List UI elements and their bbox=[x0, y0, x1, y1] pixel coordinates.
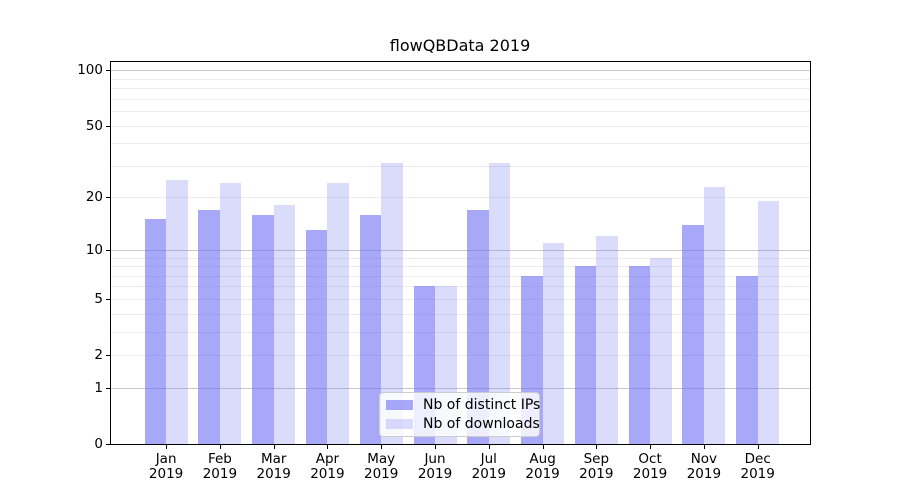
y-tick-label-0: 0 bbox=[94, 436, 103, 452]
y-tick-mark-10 bbox=[106, 249, 110, 251]
bar-jan-downloads bbox=[166, 180, 188, 444]
y-tick-mark-50 bbox=[106, 125, 110, 127]
bar-oct-downloads bbox=[650, 257, 672, 444]
x-tick-mark-feb bbox=[219, 445, 221, 449]
x-tick-mark-apr bbox=[327, 445, 329, 449]
x-tick-label-may: May 2019 bbox=[364, 451, 399, 482]
axis-spine-bottom bbox=[110, 444, 811, 445]
legend-item-downloads: Nb of downloads bbox=[386, 416, 540, 432]
y-tick-label-5: 5 bbox=[94, 290, 103, 307]
gridline-y-70 bbox=[110, 98, 810, 100]
y-tick-mark-1 bbox=[106, 387, 110, 389]
gridline-y-5 bbox=[110, 298, 810, 300]
y-tick-label-10: 10 bbox=[85, 241, 103, 258]
gridline-y-20 bbox=[110, 197, 810, 199]
bar-may-downloads bbox=[381, 163, 403, 444]
bar-feb-distinct-ips bbox=[198, 209, 220, 444]
gridline-y-80 bbox=[110, 88, 810, 89]
y-tick-label-2: 2 bbox=[94, 347, 103, 363]
legend-label-distinct-ips: Nb of distinct IPs bbox=[423, 396, 541, 413]
gridline-y-30 bbox=[110, 165, 810, 167]
x-tick-mark-dec bbox=[757, 445, 759, 449]
x-tick-label-nov: Nov 2019 bbox=[686, 451, 722, 482]
bar-dec-downloads bbox=[757, 201, 780, 444]
x-tick-mark-sep bbox=[596, 445, 598, 449]
bar-feb-downloads bbox=[219, 183, 242, 444]
legend: Nb of distinct IPs Nb of downloads bbox=[379, 392, 540, 437]
bar-jul-distinct-ips bbox=[467, 209, 489, 444]
bar-dec-distinct-ips bbox=[736, 275, 758, 444]
legend-label-downloads: Nb of downloads bbox=[423, 415, 540, 432]
bar-may-distinct-ips bbox=[359, 214, 382, 444]
gridline-y-9 bbox=[110, 257, 810, 259]
x-tick-label-apr: Apr 2019 bbox=[310, 451, 345, 482]
bar-sep-distinct-ips bbox=[574, 266, 597, 444]
bar-nov-downloads bbox=[703, 186, 726, 444]
bar-apr-distinct-ips bbox=[305, 230, 328, 444]
gridline-y-1 bbox=[110, 387, 810, 389]
x-tick-label-oct: Oct 2019 bbox=[632, 451, 668, 482]
x-tick-label-jan: Jan 2019 bbox=[148, 451, 184, 482]
y-tick-mark-5 bbox=[106, 298, 110, 300]
chart-title: flowQBData 2019 bbox=[389, 36, 531, 55]
x-tick-label-jul: Jul 2019 bbox=[471, 451, 506, 482]
axis-spine-left bbox=[110, 61, 111, 445]
x-tick-label-dec: Dec 2019 bbox=[740, 451, 775, 482]
x-tick-label-feb: Feb 2019 bbox=[202, 451, 238, 482]
x-tick-label-sep: Sep 2019 bbox=[579, 451, 614, 482]
bar-aug-downloads bbox=[542, 242, 565, 444]
x-tick-mark-may bbox=[381, 445, 383, 449]
y-tick-label-100: 100 bbox=[77, 62, 103, 79]
gridline-y-60 bbox=[110, 110, 810, 112]
bar-mar-downloads bbox=[273, 205, 296, 444]
x-tick-mark-jul bbox=[488, 445, 490, 449]
gridline-y-100 bbox=[110, 70, 810, 72]
x-tick-label-aug: Aug 2019 bbox=[525, 451, 560, 482]
bar-mar-distinct-ips bbox=[252, 214, 274, 444]
x-tick-mark-jun bbox=[435, 445, 436, 449]
x-tick-mark-jan bbox=[166, 445, 168, 449]
legend-swatch-distinct-ips bbox=[386, 400, 413, 410]
y-tick-mark-2 bbox=[106, 355, 110, 356]
gridline-y-6 bbox=[110, 286, 810, 288]
bar-sep-downloads bbox=[596, 236, 618, 444]
y-tick-label-1: 1 bbox=[94, 379, 103, 396]
gridline-y-7 bbox=[110, 275, 810, 277]
y-tick-label-50: 50 bbox=[85, 117, 103, 134]
plot-area bbox=[110, 61, 810, 444]
bar-oct-distinct-ips bbox=[628, 266, 651, 444]
x-tick-mark-mar bbox=[273, 445, 275, 449]
gridline-y-4 bbox=[110, 313, 810, 315]
x-tick-label-jun: Jun 2019 bbox=[417, 451, 453, 482]
gridline-y-8 bbox=[110, 266, 810, 267]
y-tick-mark-100 bbox=[106, 70, 110, 72]
bar-jul-downloads bbox=[488, 163, 511, 444]
bar-apr-downloads bbox=[327, 183, 349, 444]
axis-spine-top bbox=[110, 61, 811, 62]
gridline-y-50 bbox=[110, 125, 810, 127]
x-tick-mark-aug bbox=[542, 445, 544, 449]
gridline-y-90 bbox=[110, 78, 810, 80]
bar-nov-distinct-ips bbox=[682, 224, 704, 444]
axis-spine-right bbox=[810, 61, 811, 445]
x-tick-mark-nov bbox=[703, 445, 705, 449]
bar-jan-distinct-ips bbox=[144, 219, 167, 444]
legend-swatch-downloads bbox=[386, 419, 413, 429]
x-tick-label-mar: Mar 2019 bbox=[256, 451, 291, 482]
y-tick-mark-0 bbox=[106, 444, 110, 445]
legend-item-distinct-ips: Nb of distinct IPs bbox=[386, 397, 540, 413]
y-tick-label-20: 20 bbox=[85, 189, 103, 206]
x-tick-mark-oct bbox=[650, 445, 652, 449]
gridline-y-10 bbox=[110, 249, 810, 251]
gridline-y-3 bbox=[110, 331, 810, 333]
gridline-y-40 bbox=[110, 143, 810, 145]
y-tick-mark-20 bbox=[106, 197, 110, 199]
gridline-y-2 bbox=[110, 355, 810, 356]
